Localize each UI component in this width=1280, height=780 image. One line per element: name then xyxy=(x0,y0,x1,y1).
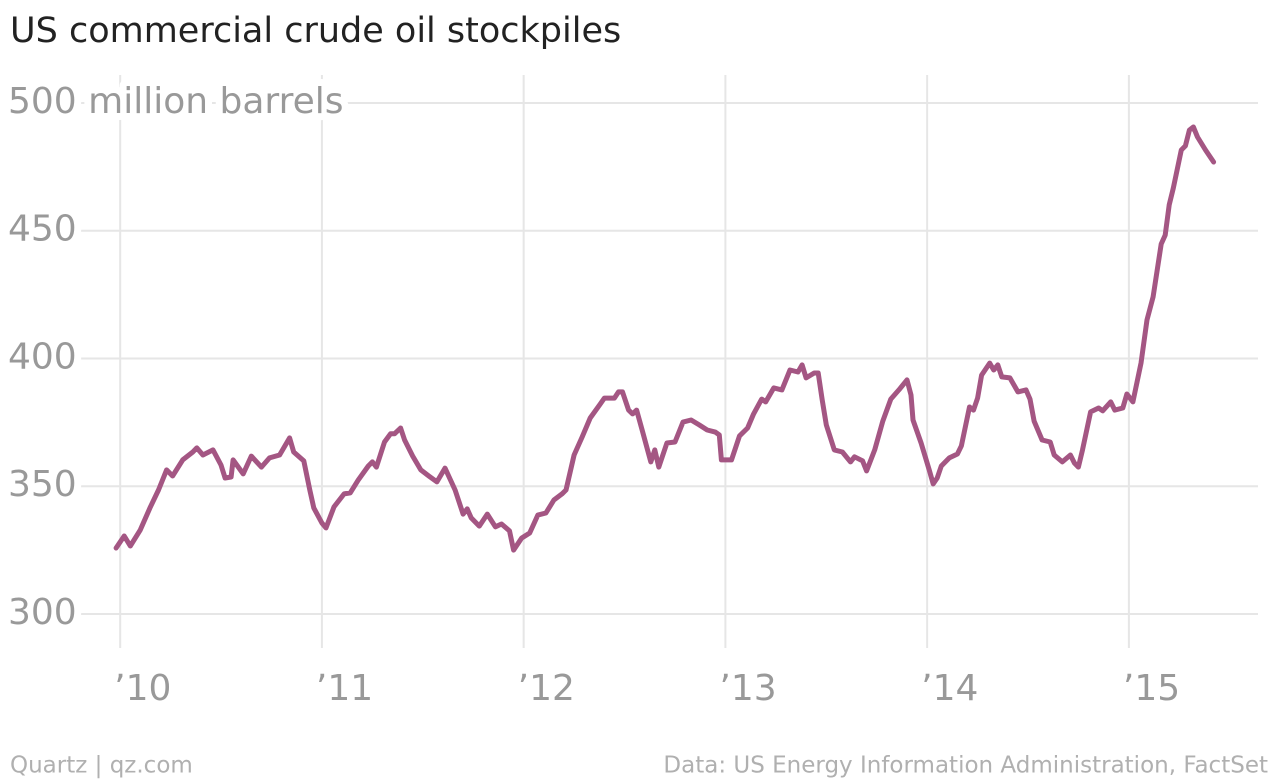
labels: 300 350 400 450 500 million barrels ’10 ’11 ’12… xyxy=(1,74,1187,716)
chart-title: US commercial crude oil stockpiles xyxy=(10,11,621,51)
plot xyxy=(113,124,1217,553)
x-tick-label: ’10 xyxy=(114,668,171,709)
x-tick-label: ’14 xyxy=(921,668,978,709)
y-tick-label: 500 million barrels xyxy=(8,81,344,122)
y-tick-label: 350 xyxy=(8,464,77,505)
credit: Quartz | qz.com xyxy=(10,753,193,779)
x-tick-label: ’11 xyxy=(316,668,373,709)
y-tick-label: 400 xyxy=(8,336,77,377)
grid xyxy=(10,75,1258,648)
data-line xyxy=(113,124,1217,553)
x-tick-label: ’12 xyxy=(518,668,575,709)
y-tick-label: 300 xyxy=(8,592,77,633)
x-tick-label: ’13 xyxy=(719,668,776,709)
y-tick-label: 450 xyxy=(8,209,77,250)
x-tick-label: ’15 xyxy=(1123,668,1180,709)
source: Data: US Energy Information Administrati… xyxy=(663,753,1268,779)
